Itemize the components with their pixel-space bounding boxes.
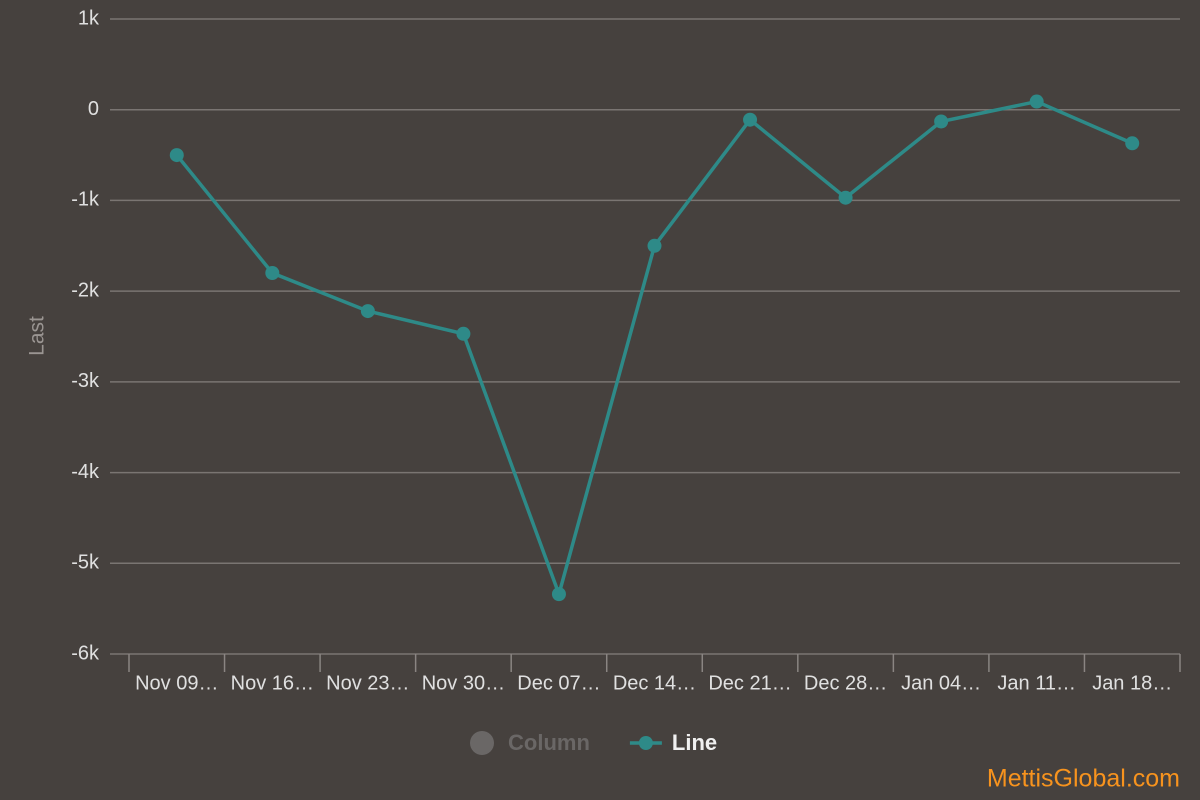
y-tick-label: -1k (71, 189, 100, 211)
y-tick-label: 1k (78, 7, 100, 29)
legend-marker (638, 736, 653, 750)
x-tick-label: Jan 11… (997, 672, 1076, 694)
point (838, 190, 853, 205)
y-tick-label: 0 (88, 98, 99, 120)
y-tick-label: -4k (71, 461, 100, 483)
point (647, 238, 662, 253)
x-tick-label: Dec 28… (804, 672, 887, 694)
point (360, 304, 375, 319)
y-axis-label: Last (26, 316, 49, 356)
point (265, 266, 280, 280)
watermark: MettisGlobal.com (987, 765, 1180, 793)
legend-marker (470, 731, 494, 755)
point (1029, 94, 1044, 109)
point (934, 114, 949, 129)
x-tick-label: Nov 09… (135, 672, 218, 694)
x-tick-label: Nov 23… (326, 672, 409, 694)
y-tick-label: -3k (71, 370, 100, 392)
y-tick-label: -2k (71, 279, 100, 301)
point (456, 326, 471, 341)
line (175, 99, 1133, 600)
x-tick-label: Dec 07… (517, 672, 600, 694)
x-tick-label: Dec 21… (708, 672, 791, 694)
point (1125, 136, 1140, 151)
y-tick-label: -5k (71, 552, 100, 574)
point (743, 112, 758, 127)
x-tick-label: Jan 04… (901, 672, 981, 694)
legend-label: Column (508, 730, 590, 755)
x-tick-label: Nov 30… (422, 672, 505, 694)
x-tick-label: Nov 16… (231, 672, 314, 694)
x-tick-label: Dec 14… (613, 672, 696, 694)
point (169, 148, 184, 163)
x-tick-label: Jan 18… (1092, 672, 1172, 694)
y-tick-label: -6k (71, 642, 100, 664)
point (551, 587, 566, 602)
legend-label: Line (672, 730, 717, 755)
